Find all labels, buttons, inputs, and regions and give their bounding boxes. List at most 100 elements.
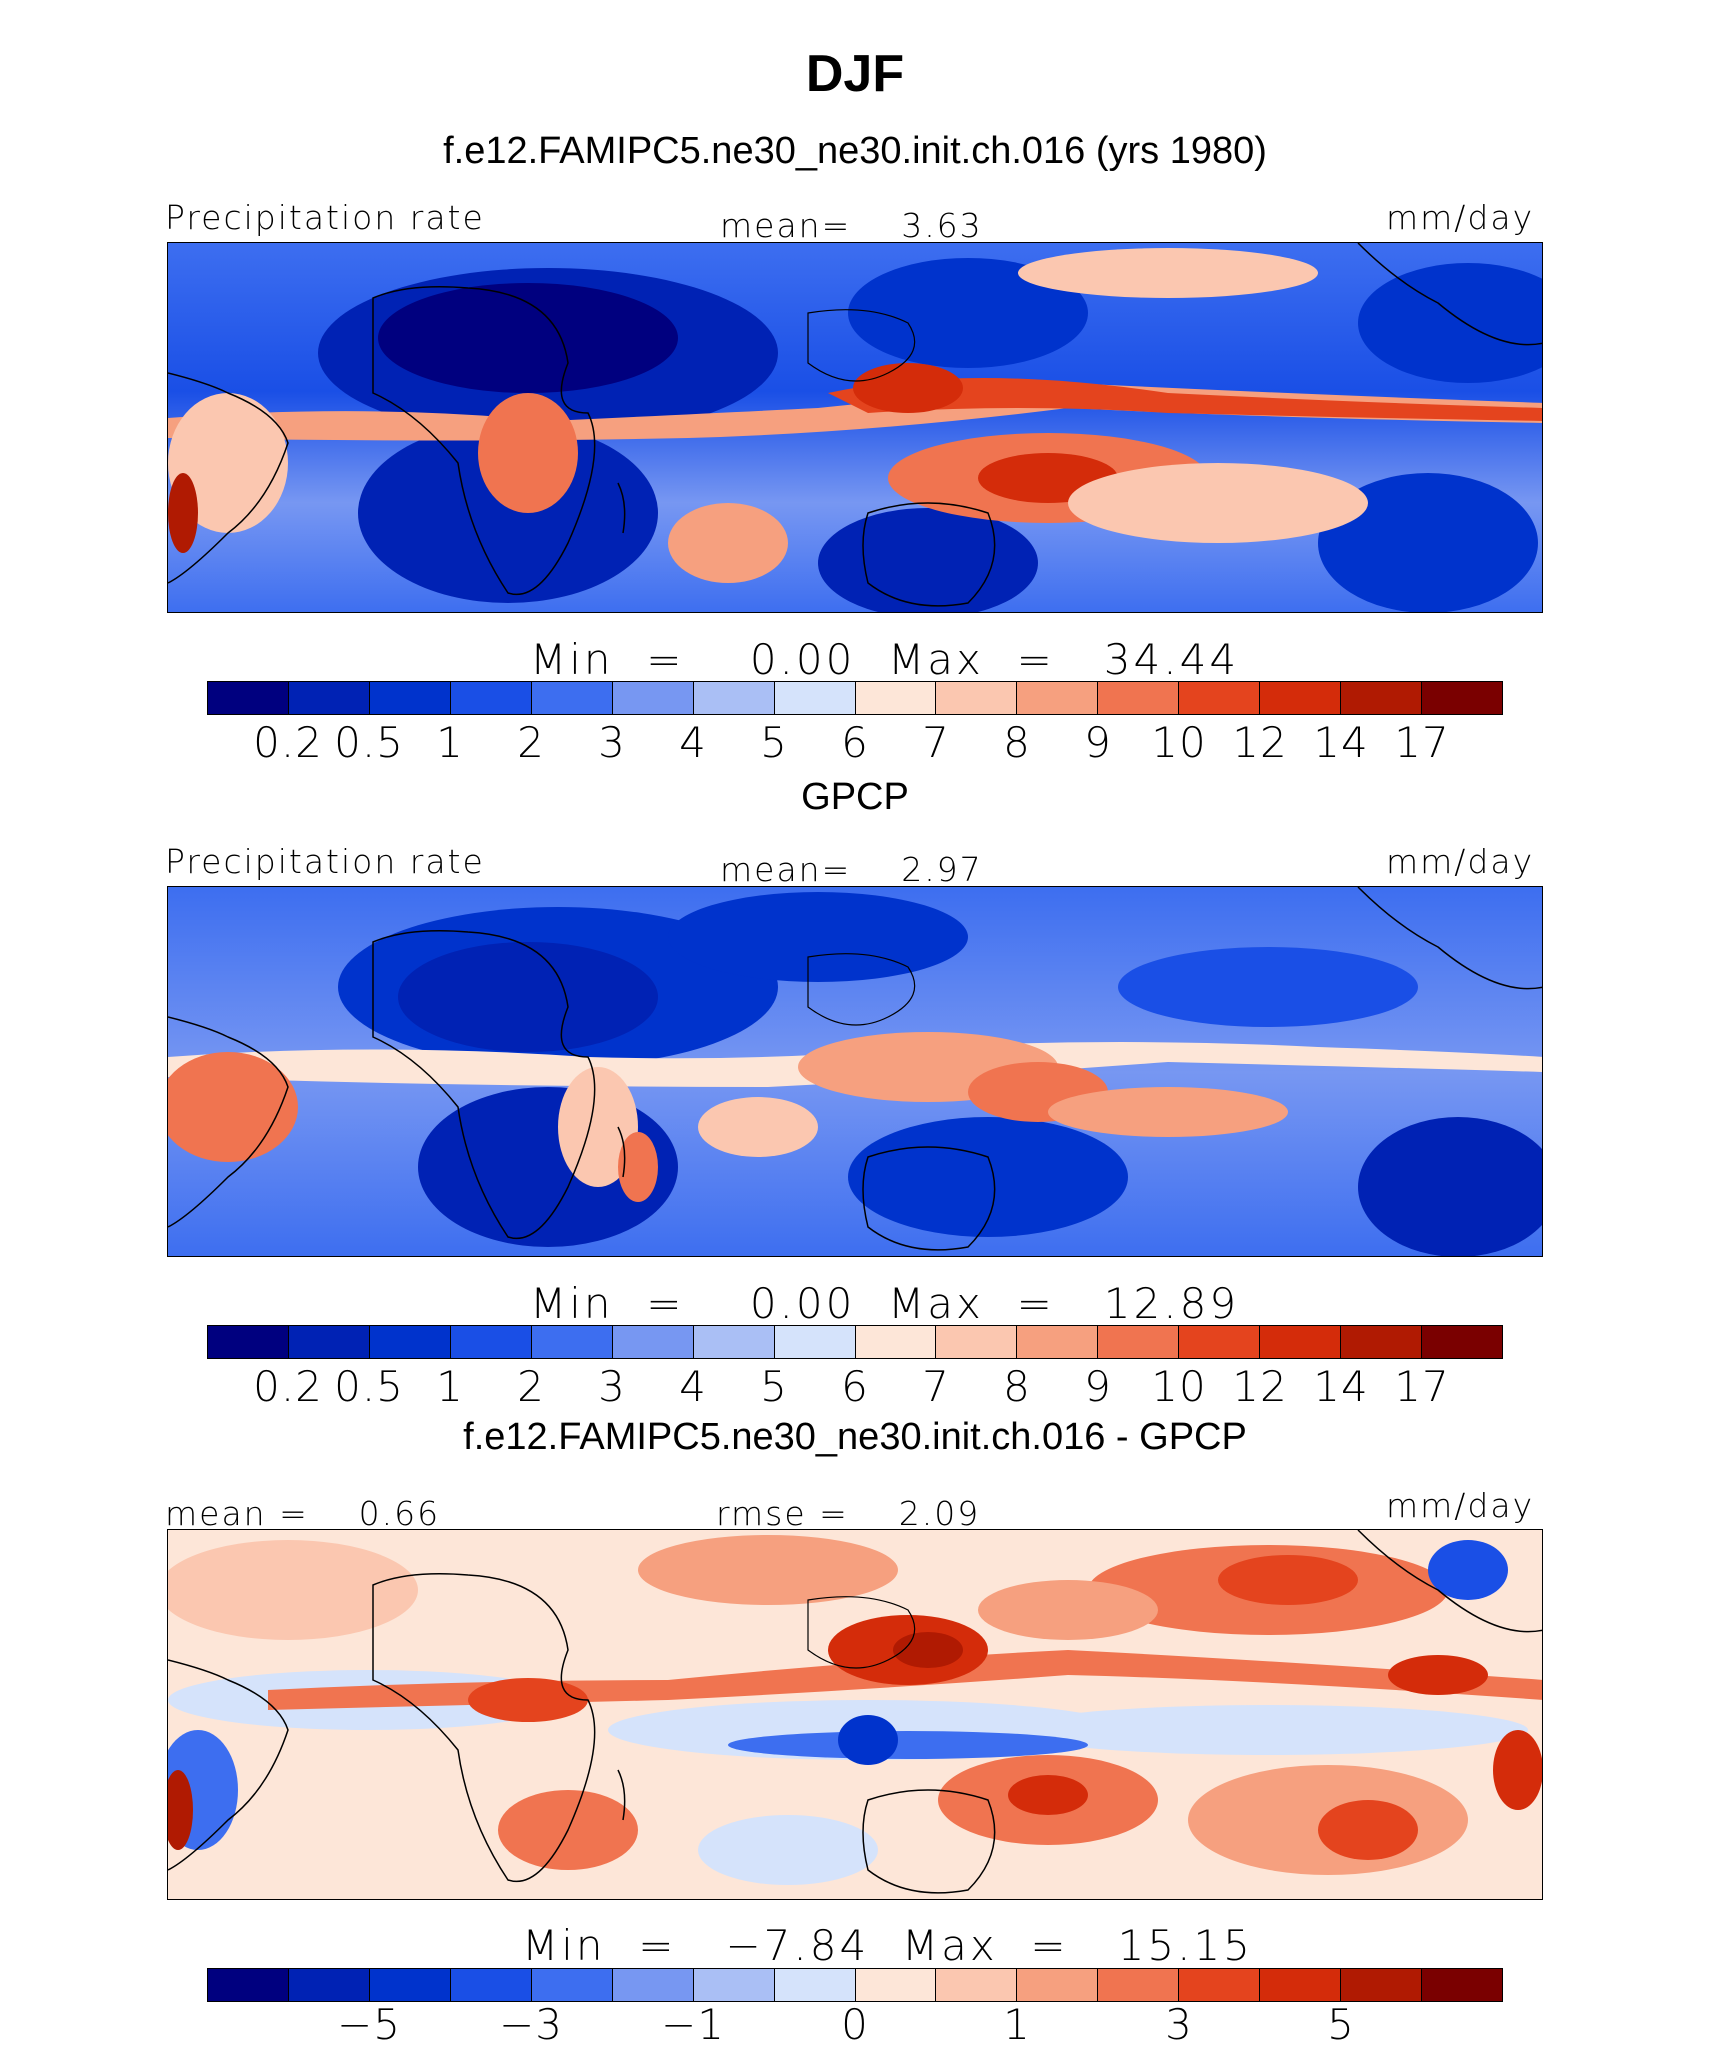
colorbar-tick-label: 7	[922, 718, 950, 767]
colorbar-swatch	[774, 1969, 856, 2001]
panel-3-colorbar-ticks: −5 −3 −1 0 1 3 5	[0, 2000, 1710, 2050]
colorbar-swatch	[369, 1326, 451, 1358]
colorbar-tick-label: 4	[679, 718, 707, 767]
colorbar-swatch	[1260, 1326, 1342, 1358]
colorbar-swatch	[855, 682, 937, 714]
panel-2-colorbar	[207, 1325, 1503, 1359]
colorbar-swatch	[1422, 1326, 1502, 1358]
panel-3-minmax: Min = −7.84 Max = 15.15	[522, 1921, 1253, 1970]
colorbar-swatch	[531, 1969, 613, 2001]
colorbar-swatch	[1017, 1326, 1099, 1358]
colorbar-tick-label: 6	[841, 718, 869, 767]
colorbar-tick-label: −3	[499, 2000, 563, 2049]
colorbar-swatch	[1017, 682, 1099, 714]
panel-1-heading: f.e12.FAMIPC5.ne30_ne30.init.ch.016 (yrs…	[443, 130, 1267, 172]
colorbar-tick-label: 1	[436, 718, 464, 767]
colorbar-swatch	[1260, 1969, 1342, 2001]
colorbar-swatch	[1179, 1969, 1261, 2001]
colorbar-swatch	[450, 1969, 532, 2001]
colorbar-swatch	[369, 1969, 451, 2001]
colorbar-tick-label: 9	[1084, 718, 1112, 767]
colorbar-swatch	[208, 682, 289, 714]
panel-1-mean-label: mean= 3.63	[720, 206, 983, 245]
panel-3-colorbar	[207, 1968, 1503, 2002]
colorbar-tick-label: 8	[1003, 718, 1031, 767]
colorbar-swatch	[1098, 1969, 1180, 2001]
colorbar-tick-label: 2	[517, 718, 545, 767]
panel-2-minmax: Min = 0.00 Max = 12.89	[530, 1279, 1240, 1328]
colorbar-tick-label: 10	[1151, 718, 1207, 767]
colorbar-tick-label: 17	[1394, 1362, 1450, 1411]
panel-1-map	[167, 242, 1543, 613]
panel-2-heading: GPCP	[801, 776, 909, 818]
colorbar-swatch	[531, 682, 613, 714]
panel-3-rmse-label: rmse = 2.09	[716, 1494, 981, 1533]
colorbar-tick-label: 0.2	[253, 718, 323, 767]
panel-1-minmax: Min = 0.00 Max = 34.44	[530, 635, 1240, 684]
colorbar-swatch	[1098, 1326, 1180, 1358]
colorbar-swatch	[1341, 1969, 1423, 2001]
colorbar-tick-label: −5	[337, 2000, 401, 2049]
colorbar-tick-label: 9	[1084, 1362, 1112, 1411]
colorbar-swatch	[612, 1326, 694, 1358]
colorbar-tick-label: 17	[1394, 718, 1450, 767]
colorbar-swatch	[693, 682, 775, 714]
colorbar-tick-label: 5	[760, 718, 788, 767]
colorbar-tick-label: 3	[598, 1362, 626, 1411]
panel-3-units-label: mm/day	[1386, 1486, 1535, 1525]
panel-1-colorbar-ticks: 0.2 0.5 1 2 3 4 5 6 7 8 9 10 12 14 17	[0, 718, 1710, 768]
colorbar-swatch	[774, 1326, 856, 1358]
colorbar-tick-label: 5	[760, 1362, 788, 1411]
colorbar-tick-label: 5	[1327, 2000, 1355, 2049]
colorbar-tick-label: 1	[436, 1362, 464, 1411]
colorbar-swatch	[450, 1326, 532, 1358]
panel-2-variable-label: Precipitation rate	[165, 842, 485, 881]
colorbar-tick-label: 0.5	[334, 1362, 404, 1411]
colorbar-tick-label: 0.5	[334, 718, 404, 767]
panel-1-variable-label: Precipitation rate	[165, 198, 485, 237]
panel-2-map	[167, 886, 1543, 1257]
panel-3-mean-label: mean = 0.66	[165, 1494, 441, 1533]
panel-2-mean-label: mean= 2.97	[720, 850, 983, 889]
colorbar-swatch	[774, 682, 856, 714]
colorbar-tick-label: 12	[1232, 1362, 1288, 1411]
colorbar-swatch	[1422, 682, 1502, 714]
colorbar-swatch	[693, 1969, 775, 2001]
panel-1-colorbar	[207, 681, 1503, 715]
colorbar-swatch	[1017, 1969, 1099, 2001]
colorbar-tick-label: 14	[1313, 718, 1369, 767]
colorbar-swatch	[208, 1969, 289, 2001]
colorbar-swatch	[1341, 1326, 1423, 1358]
colorbar-swatch	[612, 1969, 694, 2001]
panel-1-map-field	[168, 243, 1542, 612]
colorbar-swatch	[936, 1969, 1018, 2001]
colorbar-swatch	[1098, 682, 1180, 714]
colorbar-swatch	[855, 1326, 937, 1358]
colorbar-swatch	[693, 1326, 775, 1358]
colorbar-tick-label: 1	[1003, 2000, 1031, 2049]
panel-3-map-field	[168, 1530, 1542, 1899]
colorbar-tick-label: 12	[1232, 718, 1288, 767]
panel-2-colorbar-ticks: 0.2 0.5 1 2 3 4 5 6 7 8 9 10 12 14 17	[0, 1362, 1710, 1412]
colorbar-swatch	[288, 1969, 370, 2001]
colorbar-tick-label: 0.2	[253, 1362, 323, 1411]
colorbar-swatch	[855, 1969, 937, 2001]
colorbar-swatch	[612, 682, 694, 714]
colorbar-tick-label: 7	[922, 1362, 950, 1411]
colorbar-swatch	[1179, 682, 1261, 714]
figure-title: DJF	[805, 45, 905, 103]
panel-1-units-label: mm/day	[1386, 198, 1535, 237]
colorbar-swatch	[936, 1326, 1018, 1358]
colorbar-tick-label: 6	[841, 1362, 869, 1411]
colorbar-tick-label: 2	[517, 1362, 545, 1411]
colorbar-tick-label: 10	[1151, 1362, 1207, 1411]
panel-3-heading: f.e12.FAMIPC5.ne30_ne30.init.ch.016 - GP…	[463, 1416, 1247, 1458]
colorbar-swatch	[288, 1326, 370, 1358]
colorbar-swatch	[1341, 682, 1423, 714]
colorbar-swatch	[531, 1326, 613, 1358]
colorbar-swatch	[1179, 1326, 1261, 1358]
colorbar-swatch	[1260, 682, 1342, 714]
colorbar-tick-label: 3	[1165, 2000, 1193, 2049]
colorbar-swatch	[288, 682, 370, 714]
colorbar-swatch	[936, 682, 1018, 714]
